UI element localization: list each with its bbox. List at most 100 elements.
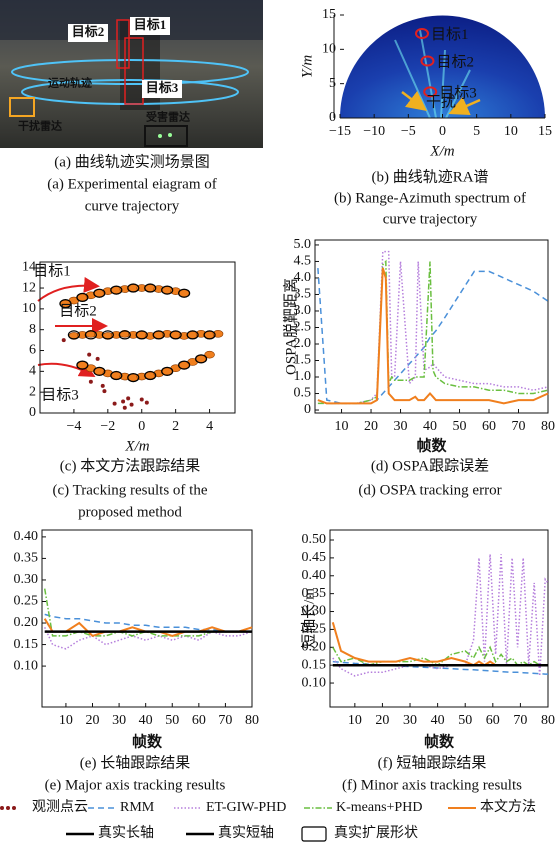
x-tick-label: 50 xyxy=(165,713,179,728)
y-tick-label: 4.0 xyxy=(294,270,312,285)
y-axis-label: 短轴长/m xyxy=(300,588,317,649)
y-tick-label: 0.30 xyxy=(302,604,327,619)
ra-spectrum xyxy=(340,15,545,119)
y-tick-label: 0 xyxy=(29,405,36,420)
x-axis-label: 帧数 xyxy=(132,732,163,750)
plot-frame xyxy=(329,529,549,708)
true-shape xyxy=(76,292,89,303)
y-tick-label: 1.0 xyxy=(294,369,312,384)
true-shape xyxy=(161,285,174,295)
y-tick-label: 0.35 xyxy=(14,551,39,566)
x-tick-label: 30 xyxy=(403,713,417,728)
y-tick-label: 0 xyxy=(304,402,311,417)
y-axis-label: OSPA脱靶距离 xyxy=(282,278,299,375)
true-shape xyxy=(67,330,81,340)
y-tick-label: 2.0 xyxy=(294,336,312,351)
legend-label: 真实短轴 xyxy=(218,825,274,841)
plot-frame xyxy=(41,529,253,708)
series-line xyxy=(317,267,549,405)
true-shape xyxy=(161,366,174,376)
y-tick-label: 0.10 xyxy=(302,675,327,690)
scene-label: 运动轨迹 xyxy=(48,76,92,90)
plot-frame xyxy=(314,239,549,414)
observation-point xyxy=(126,396,131,401)
true-shape xyxy=(194,354,208,364)
caption: (f) Minor axis tracking results xyxy=(342,777,522,793)
caption: (b) 曲线轨迹RA谱 xyxy=(371,168,488,185)
y-tick-label: 0.25 xyxy=(302,622,327,637)
legend-swatch xyxy=(301,826,327,842)
series-line xyxy=(332,554,549,677)
series-line xyxy=(43,588,253,637)
x-tick-label: 20 xyxy=(86,713,100,728)
x-tick-label: 60 xyxy=(192,713,206,728)
y-tick-label: 0.25 xyxy=(14,594,39,609)
x-axis-label: X/m xyxy=(124,438,149,454)
x-tick-label: 70 xyxy=(513,713,527,728)
y-tick-label: 0.10 xyxy=(14,658,39,673)
scene-label: 干扰雷达 xyxy=(18,119,62,133)
x-tick-label: 20 xyxy=(375,713,389,728)
true-shape xyxy=(152,330,165,340)
observation-point xyxy=(144,400,149,405)
true-shape xyxy=(178,360,191,370)
observation-point xyxy=(87,352,92,357)
label-box xyxy=(130,17,170,35)
true-shape xyxy=(93,288,106,298)
legend-swatch xyxy=(6,806,10,810)
caption: (b) Range-Azimuth spectrum of xyxy=(334,190,526,206)
plot-frame xyxy=(39,261,236,414)
true-shape xyxy=(59,299,72,309)
y-tick-label: 15 xyxy=(322,7,336,22)
caption: (e) Major axis tracking results xyxy=(45,777,226,793)
y-tick-label: 0.35 xyxy=(302,586,327,601)
observation-point xyxy=(61,338,66,343)
x-tick-label: 50 xyxy=(453,419,467,434)
y-tick-label: 0.20 xyxy=(302,640,327,655)
y-tick-label: 10 xyxy=(22,301,36,316)
caption: (a) 曲线轨迹实测场景图 xyxy=(54,153,209,170)
x-tick-label: 4 xyxy=(206,419,213,434)
true-shape xyxy=(203,330,216,340)
observation-point xyxy=(100,383,105,388)
caption: (d) OSPA tracking error xyxy=(358,482,501,498)
x-tick-label: 10 xyxy=(348,713,362,728)
y-tick-label: 2.5 xyxy=(294,320,312,335)
true-shape xyxy=(84,330,97,340)
legend-label: ET-GIW-PHD xyxy=(206,800,286,815)
true-shape xyxy=(93,366,106,376)
x-tick-label: −5 xyxy=(401,124,416,139)
caption: (c) 本文方法跟踪结果 xyxy=(60,457,200,474)
y-tick-label: 2 xyxy=(29,384,36,399)
label-box xyxy=(142,80,182,98)
caption: (a) Experimental eiagram of xyxy=(47,176,217,192)
observation-point xyxy=(139,397,144,402)
target-label: 目标3 xyxy=(41,386,79,403)
x-tick-label: 5 xyxy=(473,124,480,139)
true-shape xyxy=(110,370,123,381)
true-shape xyxy=(127,283,140,293)
y-tick-label: 0.40 xyxy=(14,529,39,544)
track-arrows xyxy=(37,277,108,377)
target-ring xyxy=(415,28,429,40)
y-tick-label: 10 xyxy=(322,42,336,57)
y-tick-label: 5 xyxy=(329,76,336,91)
y-tick-label: 8 xyxy=(29,322,36,337)
series-line xyxy=(44,626,253,650)
x-tick-label: 40 xyxy=(431,713,445,728)
x-tick-label: 60 xyxy=(486,713,500,728)
true-shape xyxy=(178,288,191,298)
y-tick-label: 0.15 xyxy=(302,657,327,672)
x-axis-label: 帧数 xyxy=(416,436,447,454)
x-tick-label: 20 xyxy=(364,419,378,434)
caption: (d) OSPA跟踪误差 xyxy=(371,457,489,474)
y-tick-label: 6 xyxy=(29,343,36,358)
legend-label: 观测点云 xyxy=(32,799,88,815)
x-tick-label: 80 xyxy=(245,713,259,728)
y-tick-label: 3.5 xyxy=(294,287,312,302)
y-tick-label: 0.45 xyxy=(302,550,327,565)
caption: curve trajectory xyxy=(85,198,180,214)
x-tick-label: 30 xyxy=(112,713,126,728)
y-tick-label: 12 xyxy=(22,280,36,295)
